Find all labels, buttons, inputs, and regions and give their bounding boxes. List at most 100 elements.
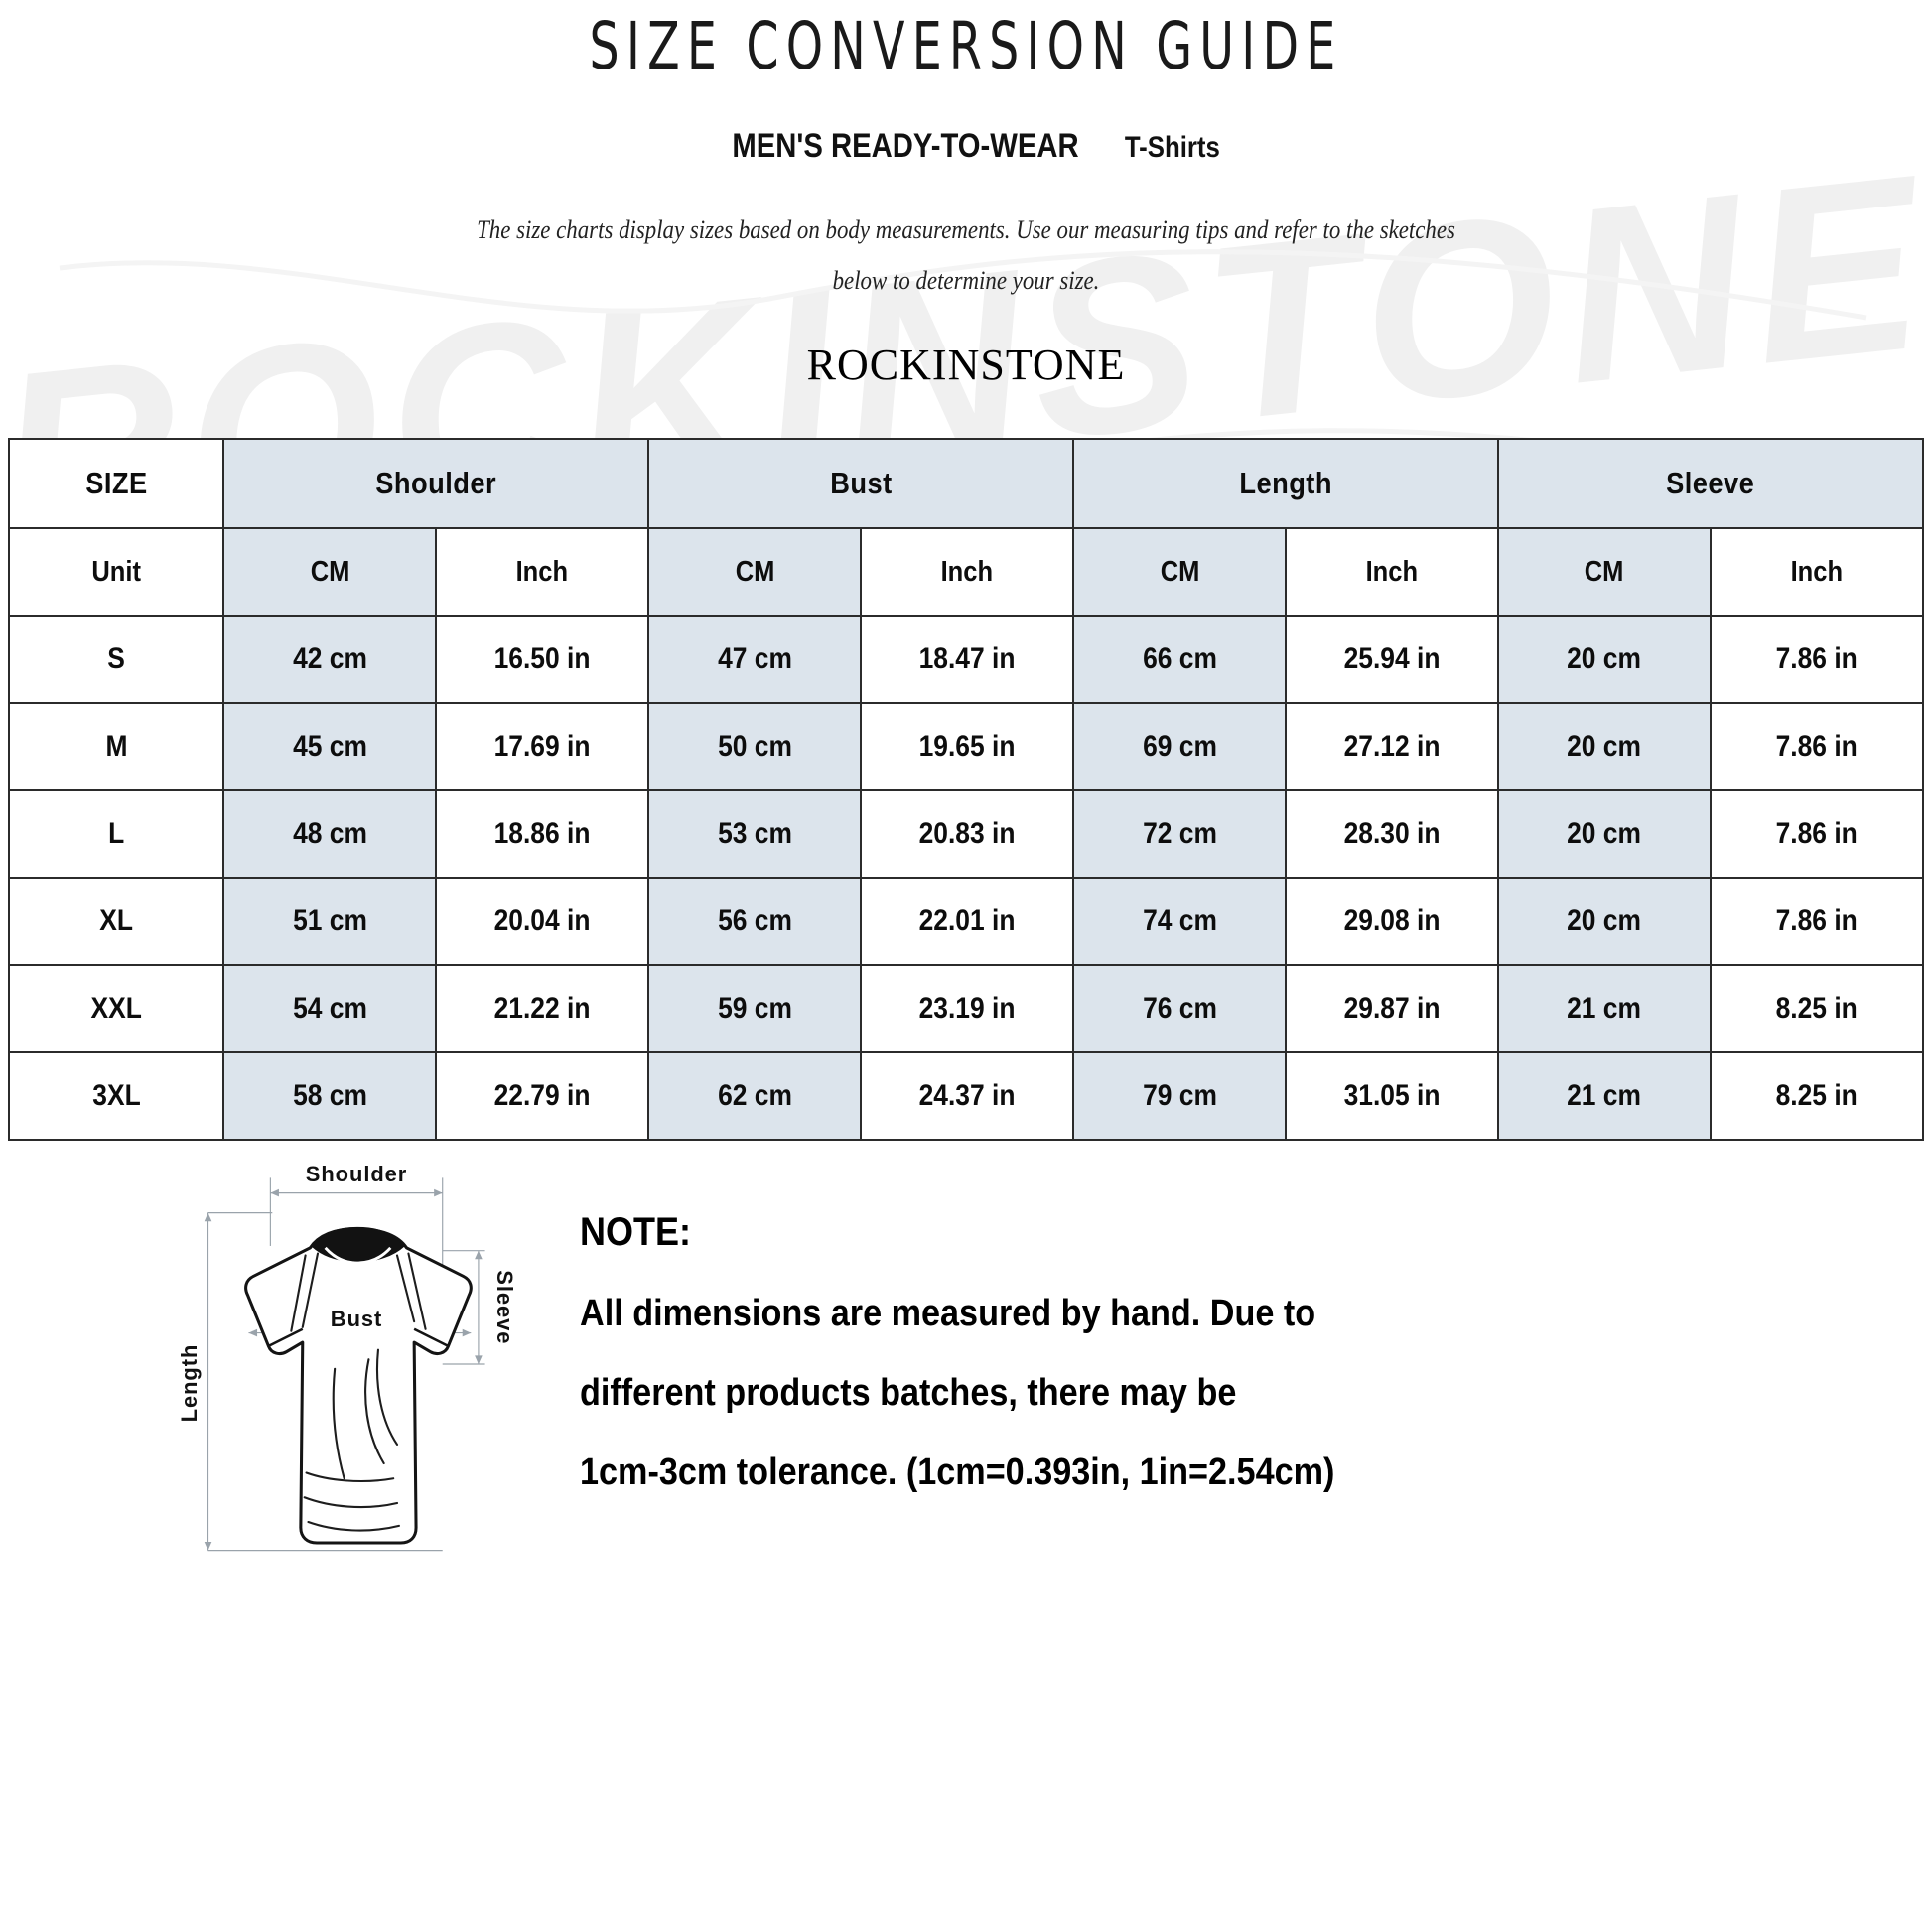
unit-length-inch: Inch <box>1285 527 1499 618</box>
cell-bust-cm: 47 cm <box>647 615 863 705</box>
table-row: XL 51 cm 20.04 in 56 cm 22.01 in 74 cm 29.08 i… <box>7 877 1925 967</box>
cell-sleeve-inch: 8.25 in <box>1709 1051 1925 1142</box>
cell-sleeve-cm: 20 cm <box>1497 702 1712 792</box>
cell-sleeve-cm: 20 cm <box>1497 877 1712 967</box>
cell-length-inch: 29.08 in <box>1285 877 1499 967</box>
cell-sleeve-inch: 7.86 in <box>1709 615 1925 705</box>
cell-bust-inch: 22.01 in <box>860 877 1075 967</box>
table-row: S 42 cm 16.50 in 47 cm 18.47 in 66 cm 25.94 in… <box>7 615 1925 705</box>
table-header-length: Length <box>1072 438 1499 530</box>
cell-bust-inch: 24.37 in <box>860 1051 1075 1142</box>
note-line-1: All dimensions are measured by hand. Due… <box>580 1293 1316 1335</box>
cell-bust-cm: 62 cm <box>647 1051 863 1142</box>
document-header: SIZE CONVERSION GUIDE MEN'S READY-TO-WEA… <box>0 0 1932 390</box>
cell-sleeve-cm: 21 cm <box>1497 964 1712 1054</box>
sketch-label-sleeve: Sleeve <box>492 1271 517 1345</box>
cell-shoulder-inch: 21.22 in <box>435 964 650 1054</box>
cell-sleeve-cm: 20 cm <box>1497 789 1712 880</box>
unit-bust-cm: CM <box>647 527 863 618</box>
note-line-3: 1cm-3cm tolerance. (1cm=0.393in, 1in=2.5… <box>580 1451 1335 1494</box>
table-header-shoulder: Shoulder <box>222 438 650 530</box>
cell-sleeve-cm: 21 cm <box>1497 1051 1712 1142</box>
cell-shoulder-inch: 22.79 in <box>435 1051 650 1142</box>
cell-shoulder-inch: 17.69 in <box>435 702 650 792</box>
cell-length-cm: 74 cm <box>1072 877 1288 967</box>
cell-bust-cm: 50 cm <box>647 702 863 792</box>
cell-shoulder-inch: 16.50 in <box>435 615 650 705</box>
cell-shoulder-cm: 42 cm <box>222 615 438 705</box>
cell-size: XXL <box>7 964 225 1054</box>
cell-size: 3XL <box>7 1051 225 1142</box>
sketch-label-length: Length <box>177 1344 202 1423</box>
note-heading: NOTE: <box>580 1210 691 1255</box>
cell-length-cm: 72 cm <box>1072 789 1288 880</box>
unit-bust-inch: Inch <box>860 527 1075 618</box>
unit-length-cm: CM <box>1072 527 1288 618</box>
cell-bust-inch: 23.19 in <box>860 964 1075 1054</box>
table-row: 3XL 58 cm 22.79 in 62 cm 24.37 in 79 cm 31.05 … <box>7 1051 1925 1142</box>
cell-sleeve-inch: 7.86 in <box>1709 789 1925 880</box>
cell-length-inch: 31.05 in <box>1285 1051 1499 1142</box>
cell-length-inch: 27.12 in <box>1285 702 1499 792</box>
cell-length-inch: 29.87 in <box>1285 964 1499 1054</box>
table-row: M 45 cm 17.69 in 50 cm 19.65 in 69 cm 27.12 in… <box>7 702 1925 792</box>
unit-sleeve-cm: CM <box>1497 527 1712 618</box>
cell-shoulder-inch: 20.04 in <box>435 877 650 967</box>
tshirt-sketch-svg: Shoulder Bust Length Sleeve <box>177 1163 517 1552</box>
description-line-2: below to determine your size. <box>832 265 1100 295</box>
cell-bust-cm: 56 cm <box>647 877 863 967</box>
subtitle-product: T-Shirts <box>1124 131 1220 164</box>
cell-shoulder-cm: 48 cm <box>222 789 438 880</box>
cell-bust-inch: 18.47 in <box>860 615 1075 705</box>
cell-size: S <box>7 615 225 705</box>
cell-bust-inch: 19.65 in <box>860 702 1075 792</box>
table-row: XXL 54 cm 21.22 in 59 cm 23.19 in 76 cm 29.87 … <box>7 964 1925 1054</box>
cell-length-inch: 28.30 in <box>1285 789 1499 880</box>
unit-shoulder-inch: Inch <box>435 527 650 618</box>
cell-shoulder-cm: 45 cm <box>222 702 438 792</box>
size-table-body: S 42 cm 16.50 in 47 cm 18.47 in 66 cm 25.94 in… <box>7 615 1925 1142</box>
brand-name: ROCKINSTONE <box>806 341 1126 390</box>
cell-size: XL <box>7 877 225 967</box>
note-block: NOTE: All dimensions are measured by han… <box>556 1155 1932 1533</box>
description-line-1: The size charts display sizes based on b… <box>477 215 1455 244</box>
cell-bust-cm: 59 cm <box>647 964 863 1054</box>
table-unit-row: Unit CM Inch CM Inch CM Inch CM Inch <box>7 527 1925 618</box>
note-line-2: different products batches, there may be <box>580 1372 1237 1415</box>
cell-length-cm: 79 cm <box>1072 1051 1288 1142</box>
cell-shoulder-cm: 51 cm <box>222 877 438 967</box>
cell-length-cm: 69 cm <box>1072 702 1288 792</box>
cell-shoulder-inch: 18.86 in <box>435 789 650 880</box>
cell-sleeve-inch: 7.86 in <box>1709 877 1925 967</box>
sketch-label-bust: Bust <box>331 1307 382 1331</box>
table-group-header-row: SIZE Shoulder Bust Length Sleeve <box>7 438 1924 530</box>
cell-size: M <box>7 702 225 792</box>
size-conversion-table: SIZE Shoulder Bust Length Sleeve Unit CM <box>7 438 1925 1142</box>
cell-length-cm: 66 cm <box>1072 615 1288 705</box>
table-header-size: SIZE <box>7 438 225 530</box>
cell-sleeve-inch: 8.25 in <box>1709 964 1925 1054</box>
tshirt-measurement-diagram: Shoulder Bust Length Sleeve <box>0 1155 556 1573</box>
bottom-section: Shoulder Bust Length Sleeve NOTE: All di… <box>0 1155 1932 1573</box>
description: The size charts display sizes based on b… <box>370 206 1562 306</box>
size-table-container: SIZE Shoulder Bust Length Sleeve Unit CM <box>0 438 1932 1142</box>
page-title: SIZE CONVERSION GUIDE <box>589 8 1343 84</box>
unit-sleeve-inch: Inch <box>1709 527 1925 618</box>
table-header-sleeve: Sleeve <box>1497 438 1924 530</box>
cell-sleeve-cm: 20 cm <box>1497 615 1712 705</box>
cell-length-inch: 25.94 in <box>1285 615 1499 705</box>
unit-label: Unit <box>7 527 225 618</box>
cell-length-cm: 76 cm <box>1072 964 1288 1054</box>
subtitle-main: MEN'S READY-TO-WEAR <box>732 127 1080 165</box>
cell-shoulder-cm: 58 cm <box>222 1051 438 1142</box>
subtitle: MEN'S READY-TO-WEAR T-Shirts <box>0 127 1932 166</box>
cell-shoulder-cm: 54 cm <box>222 964 438 1054</box>
cell-bust-cm: 53 cm <box>647 789 863 880</box>
table-row: L 48 cm 18.86 in 53 cm 20.83 in 72 cm 28.30 in… <box>7 789 1925 880</box>
cell-size: L <box>7 789 225 880</box>
unit-shoulder-cm: CM <box>222 527 438 618</box>
cell-sleeve-inch: 7.86 in <box>1709 702 1925 792</box>
sketch-label-shoulder: Shoulder <box>306 1163 407 1187</box>
table-header-bust: Bust <box>647 438 1075 530</box>
cell-bust-inch: 20.83 in <box>860 789 1075 880</box>
